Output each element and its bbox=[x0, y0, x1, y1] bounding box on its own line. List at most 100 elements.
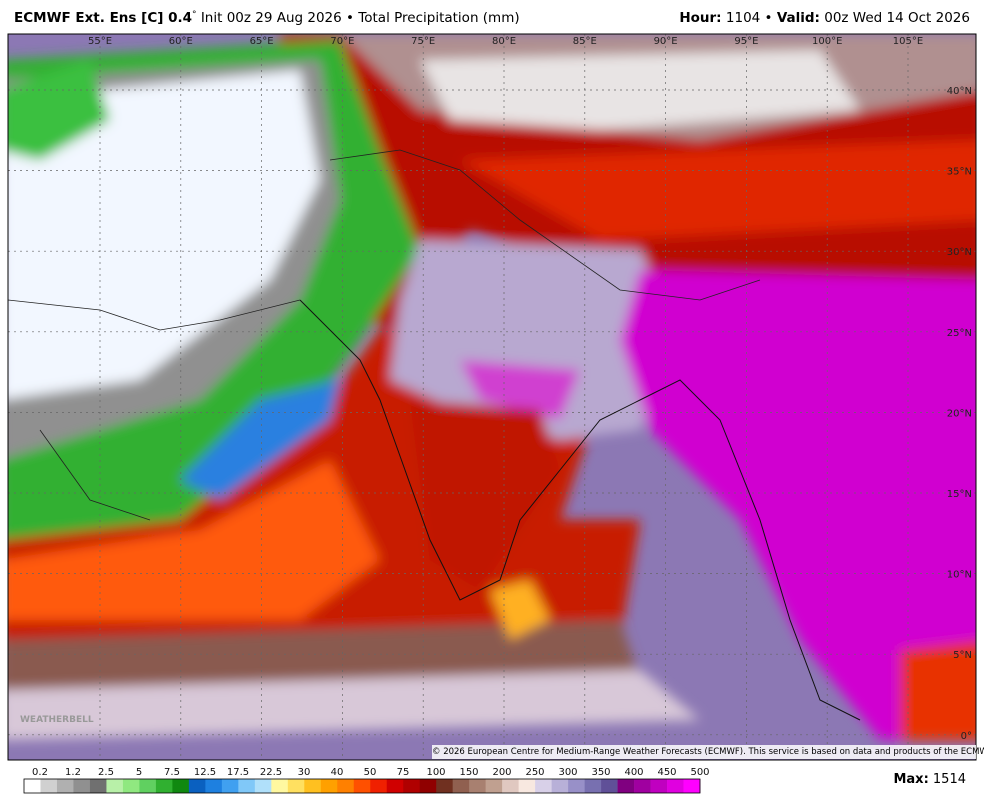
colorbar-label: 22.5 bbox=[260, 767, 282, 778]
lon-label: 75°E bbox=[411, 36, 435, 47]
colorbar-label: 400 bbox=[624, 767, 643, 778]
colorbar-swatch bbox=[304, 779, 322, 793]
lat-label: 20°N bbox=[947, 408, 972, 419]
colorbar-label: 17.5 bbox=[227, 767, 249, 778]
colorbar-swatch bbox=[485, 779, 503, 793]
lon-label: 60°E bbox=[169, 36, 193, 47]
valid-label: Valid: bbox=[776, 10, 820, 26]
colorbar-swatch bbox=[617, 779, 635, 793]
lat-label: 25°N bbox=[947, 328, 972, 339]
header-left: ECMWF Ext. Ens [C] 0.4° Init 00z 29 Aug … bbox=[14, 10, 520, 26]
colorbar: 0.2 1.2 2.5 5 7.5 12.5 17.5 22.5 30 40 50 75 100 150 2… bbox=[23, 767, 710, 794]
graticule bbox=[8, 34, 976, 760]
degree: ° bbox=[192, 10, 197, 20]
colorbar-label: 500 bbox=[690, 767, 709, 778]
model-name: ECMWF Ext. Ens [C] 0.4 bbox=[14, 10, 193, 26]
max-label: Max: bbox=[893, 772, 929, 787]
separator: • bbox=[764, 10, 773, 26]
colorbar-swatch bbox=[56, 779, 74, 793]
colorbar-swatch bbox=[337, 779, 355, 793]
colorbar-swatch bbox=[254, 779, 272, 793]
lon-label: 70°E bbox=[330, 36, 354, 47]
watermark: WEATHERBELL bbox=[20, 715, 94, 725]
lat-label: 0° bbox=[961, 731, 972, 742]
max-box: Max: 1514 bbox=[893, 772, 966, 787]
lon-label: 65°E bbox=[250, 36, 274, 47]
lon-label: 90°E bbox=[654, 36, 678, 47]
colorbar-swatch bbox=[106, 779, 124, 793]
colorbar-swatch bbox=[419, 779, 437, 793]
max-value: 1514 bbox=[932, 772, 966, 787]
colorbar-swatch bbox=[650, 779, 668, 793]
colorbar-label: 350 bbox=[591, 767, 610, 778]
coastline bbox=[299, 299, 861, 721]
colorbar-swatch bbox=[320, 779, 338, 793]
colorbar-label: 2.5 bbox=[98, 767, 114, 778]
init-time: Init 00z 29 Aug 2026 bbox=[200, 10, 342, 26]
lat-label: 10°N bbox=[947, 570, 972, 581]
colorbar-swatch bbox=[551, 779, 569, 793]
colorbar-swatch bbox=[287, 779, 305, 793]
field-name: Total Precipitation (mm) bbox=[358, 10, 520, 26]
lon-label: 85°E bbox=[573, 36, 597, 47]
colorbar-label: 100 bbox=[426, 767, 445, 778]
colorbar-swatch bbox=[469, 779, 486, 793]
colorbar-label: 300 bbox=[558, 767, 577, 778]
colorbar-label: 0.2 bbox=[32, 767, 48, 778]
colorbar-swatch bbox=[634, 779, 651, 793]
colorbar-label: 12.5 bbox=[194, 767, 216, 778]
colorbar-swatch bbox=[535, 779, 552, 793]
colorbar-swatch bbox=[139, 779, 157, 793]
colorbar-swatch bbox=[73, 779, 91, 793]
colorbar-swatch bbox=[172, 779, 190, 793]
colorbar-swatch bbox=[568, 779, 585, 793]
colorbar-swatch bbox=[386, 779, 404, 793]
hour-value: 1104 bbox=[725, 10, 761, 26]
precip-field: WEATHERBELL bbox=[8, 34, 976, 760]
colorbar-label: 250 bbox=[525, 767, 544, 778]
colorbar-swatch bbox=[221, 779, 239, 793]
colorbar-label: 200 bbox=[492, 767, 511, 778]
colorbar-label: 1.2 bbox=[65, 767, 81, 778]
colorbar-swatch bbox=[436, 779, 453, 793]
lon-label: 80°E bbox=[492, 36, 516, 47]
colorbar-frame bbox=[23, 778, 701, 794]
lon-label: 105°E bbox=[893, 36, 923, 47]
colorbar-label: 75 bbox=[397, 767, 410, 778]
colorbar-swatch bbox=[370, 779, 388, 793]
colorbar-swatch bbox=[502, 779, 519, 793]
colorbar-swatch bbox=[584, 779, 602, 793]
colorbar-swatch bbox=[403, 779, 421, 793]
lat-label: 30°N bbox=[947, 247, 972, 258]
colorbar-swatch bbox=[188, 779, 206, 793]
colorbar-swatch bbox=[353, 779, 371, 793]
colorbar-label: 40 bbox=[331, 767, 344, 778]
colorbar-label: 50 bbox=[364, 767, 377, 778]
lon-label: 100°E bbox=[812, 36, 842, 47]
colorbar-swatch bbox=[24, 779, 41, 793]
colorbar-swatch bbox=[40, 779, 58, 793]
colorbar-label: 150 bbox=[459, 767, 478, 778]
colorbar-swatch bbox=[683, 779, 701, 793]
lon-label: 55°E bbox=[88, 36, 112, 47]
colorbar-swatch bbox=[122, 779, 140, 793]
colorbar-label: 7.5 bbox=[164, 767, 180, 778]
copyright: © 2026 European Centre for Medium-Range … bbox=[432, 745, 984, 759]
colorbar-swatch bbox=[518, 779, 536, 793]
colorbar-swatch bbox=[89, 779, 107, 793]
colorbar-label: 5 bbox=[136, 767, 142, 778]
header-right: Hour: 1104 • Valid: 00z Wed 14 Oct 2026 bbox=[679, 10, 970, 26]
colorbar-swatch bbox=[155, 779, 173, 793]
separator: • bbox=[346, 10, 354, 26]
colorbar-label: 30 bbox=[298, 767, 311, 778]
valid-value: 00z Wed 14 Oct 2026 bbox=[824, 10, 970, 26]
lat-label: 15°N bbox=[947, 489, 972, 500]
map-frame bbox=[7, 33, 977, 761]
colorbar-swatch bbox=[601, 779, 618, 793]
colorbar-swatch bbox=[271, 779, 289, 793]
coordinate-labels: 55°E 60°E 65°E 70°E 75°E 80°E 85°E 90°E 95°E 100°… bbox=[88, 36, 972, 742]
hour-label: Hour: bbox=[679, 10, 722, 26]
colorbar-label: 450 bbox=[657, 767, 676, 778]
colorbar-swatch bbox=[452, 779, 470, 793]
